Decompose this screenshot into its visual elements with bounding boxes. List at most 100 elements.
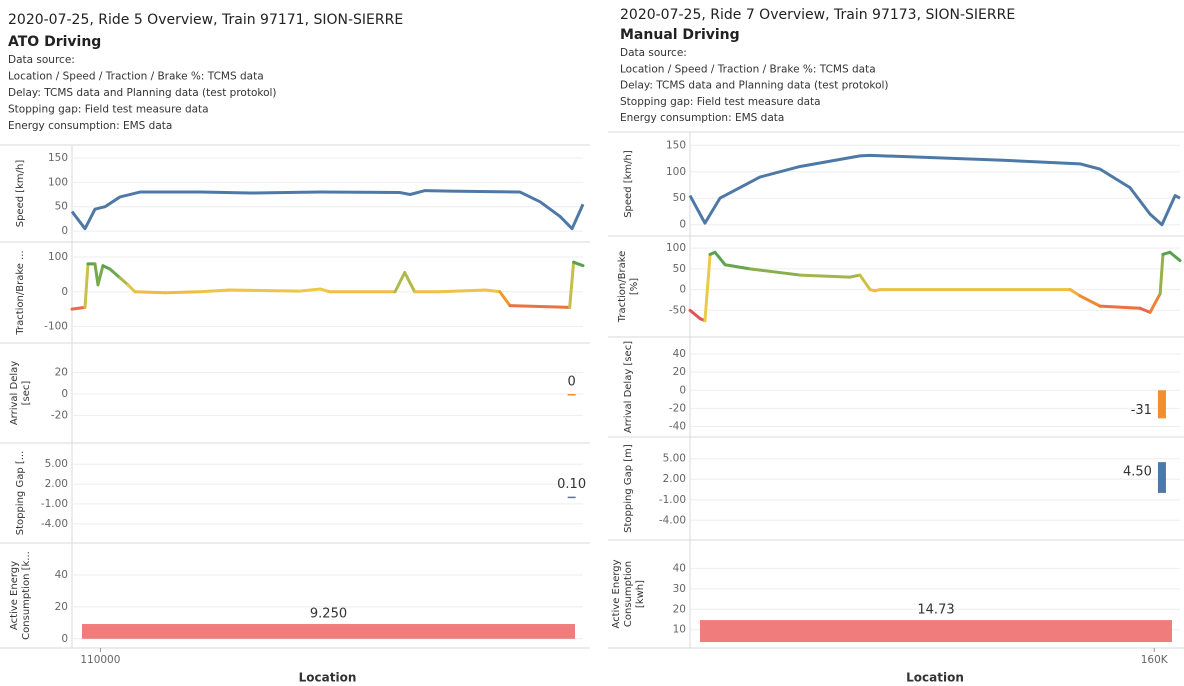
line-segment — [688, 308, 702, 321]
line-segment — [703, 252, 712, 323]
y-tick-label: 0 — [61, 286, 68, 298]
speed-line — [688, 153, 1181, 227]
x-axis-label: Location — [299, 671, 357, 685]
line-segment — [70, 305, 87, 311]
y-tick-label: -50 — [669, 304, 686, 316]
bar — [82, 624, 575, 639]
line-segment — [318, 287, 332, 294]
line-segment — [96, 264, 105, 287]
line-segment — [498, 290, 512, 308]
y-tick-label: -100 — [44, 321, 68, 333]
line-segment — [133, 290, 167, 295]
source-note: Energy consumption: EMS data — [620, 112, 784, 124]
y-tick-label: 40 — [673, 348, 686, 360]
x-tick-label: 160K — [1141, 654, 1169, 666]
y-axis-label: Arrival Delay [sec] — [623, 341, 634, 433]
y-tick-label: -40 — [669, 420, 686, 432]
data-label: 9.250 — [310, 607, 347, 622]
line-segment — [1138, 306, 1152, 314]
line-segment — [1098, 304, 1142, 310]
y-axis-label: Speed [km/h] — [623, 150, 634, 218]
source-note: Data source: — [8, 54, 75, 66]
y-tick-label: 100 — [666, 242, 686, 254]
line-segment — [572, 260, 585, 268]
y-axis-label: Speed [km/h] — [15, 160, 26, 228]
data-label: 0.10 — [557, 477, 586, 492]
line-segment — [723, 263, 752, 271]
y-tick-label: 100 — [666, 166, 686, 178]
y-tick-label: -4.00 — [41, 518, 68, 530]
line-segment — [393, 271, 407, 294]
line-segment — [858, 273, 872, 292]
y-tick-label: 5.00 — [45, 458, 68, 470]
y-tick-label: 150 — [48, 152, 68, 164]
source-note: Stopping gap: Field test measure data — [8, 104, 209, 116]
y-tick-label: 2.00 — [45, 478, 68, 490]
y-tick-label: -20 — [669, 402, 686, 414]
y-tick-label: -4.00 — [659, 514, 686, 526]
y-axis-label: Stopping Gap [... — [15, 451, 26, 536]
bar — [700, 620, 1172, 642]
y-axis-label: Active Energy — [9, 561, 20, 630]
source-note: Data source: — [620, 47, 687, 59]
line-segment — [438, 288, 488, 294]
source-note: Delay: TCMS data and Planning data (test… — [8, 87, 277, 99]
y-tick-label: 10 — [673, 624, 686, 636]
y-tick-label: 0 — [679, 384, 686, 396]
line-segment — [1148, 292, 1162, 314]
y-tick-label: 0 — [61, 633, 68, 645]
line-segment — [403, 271, 417, 294]
source-note: Energy consumption: EMS data — [8, 120, 172, 132]
line-segment — [848, 273, 862, 279]
line-segment — [508, 304, 572, 309]
y-tick-label: 100 — [48, 251, 68, 263]
line-segment — [126, 283, 137, 294]
y-tick-label: 5.00 — [663, 453, 686, 465]
data-label: 0 — [568, 375, 576, 390]
line-segment — [1168, 250, 1182, 263]
y-tick-label: 150 — [666, 139, 686, 151]
y-axis-label: Consumption — [623, 561, 634, 627]
source-note: Delay: TCMS data and Planning data (test… — [620, 80, 889, 92]
y-axis-label: Consumption [k... — [21, 551, 32, 640]
x-tick-label: 110000 — [80, 654, 120, 666]
driving-mode: ATO Driving — [8, 34, 101, 50]
y-tick-label: -1.00 — [659, 494, 686, 506]
y-tick-label: 0 — [61, 225, 68, 237]
y-tick-label: 20 — [673, 603, 686, 615]
y-tick-label: 50 — [673, 263, 686, 275]
y-tick-label: 20 — [55, 601, 68, 613]
data-label: 4.50 — [1123, 465, 1152, 480]
dashboard-title: 2020-07-25, Ride 5 Overview, Train 97171… — [8, 12, 403, 28]
y-axis-label: Arrival Delay — [9, 361, 20, 425]
y-tick-label: 0 — [679, 219, 686, 231]
line-segment — [1158, 252, 1165, 296]
line-segment — [748, 267, 802, 277]
source-note: Location / Speed / Traction / Brake %: T… — [620, 63, 876, 75]
y-tick-label: 2.00 — [663, 473, 686, 485]
y-tick-label: 20 — [55, 367, 68, 379]
source-note: Location / Speed / Traction / Brake %: T… — [8, 71, 264, 83]
y-tick-label: 0 — [61, 388, 68, 400]
y-tick-label: -20 — [51, 410, 68, 422]
y-tick-label: -1.00 — [41, 498, 68, 510]
y-tick-label: 40 — [673, 562, 686, 574]
y-axis-label: Active Energy — [611, 559, 622, 628]
line-segment — [484, 288, 502, 294]
bar — [567, 496, 576, 499]
x-axis-label: Location — [906, 671, 964, 685]
y-axis-label: Traction/Brake — [617, 251, 628, 324]
y-axis-label: [sec] — [21, 381, 32, 406]
line-segment — [568, 260, 576, 309]
y-tick-label: 50 — [55, 201, 68, 213]
line-segment — [1078, 294, 1102, 308]
line-segment — [163, 290, 202, 295]
source-note: Stopping gap: Field test measure data — [620, 96, 821, 108]
line-segment — [118, 276, 130, 287]
y-tick-label: 20 — [673, 366, 686, 378]
bar — [567, 394, 576, 396]
data-label: -31 — [1131, 403, 1152, 418]
dashboard-title: 2020-07-25, Ride 7 Overview, Train 97173… — [620, 7, 1015, 23]
line-segment — [298, 287, 322, 293]
